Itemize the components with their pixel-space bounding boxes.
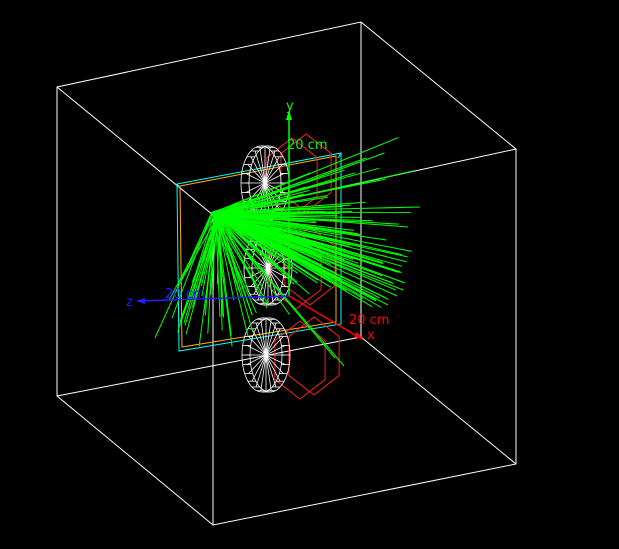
particle-track (201, 216, 218, 297)
wireframe-disk (241, 317, 291, 393)
particle-track (216, 217, 220, 285)
z-axis-line (137, 295, 290, 302)
particle-track (214, 172, 311, 213)
world-box-edge (56, 86, 214, 216)
particle-track (218, 215, 223, 331)
particle-tracks (154, 137, 421, 367)
hexagon-frame (274, 320, 326, 400)
wireframe-disks (240, 145, 293, 393)
particle-track (211, 213, 257, 314)
particle-track (214, 180, 338, 214)
detector-plane-edge (337, 152, 342, 159)
y-axis-scale-label: 20 cm (287, 138, 328, 153)
detector-plane-edge (176, 183, 181, 189)
particle-track (211, 211, 393, 284)
particle-track (212, 214, 315, 254)
particle-track (154, 211, 213, 339)
particle-track (211, 211, 345, 367)
particle-track (217, 212, 382, 308)
y-axis-arrow (286, 110, 292, 120)
z-axis-arrow (136, 298, 145, 304)
z-axis-name: z (126, 295, 133, 310)
y-axis-name: y (286, 99, 294, 114)
particle-track (216, 214, 346, 251)
particle-track (212, 180, 303, 215)
particle-track (181, 213, 221, 321)
axes-gizmo-icon: y 20 cm x 20 cm z 20 cm (126, 99, 390, 343)
particle-track (219, 216, 319, 281)
x-axis-arrow (354, 332, 364, 340)
x-axis-scale-label: 20 cm (349, 313, 390, 328)
hexagon-frame-back (288, 316, 340, 396)
particle-track (217, 212, 295, 285)
particle-track (211, 211, 398, 297)
particle-track (219, 215, 254, 333)
particle-track (184, 211, 219, 326)
particle-track (215, 214, 387, 241)
x-axis-line (288, 295, 363, 340)
particle-track (213, 212, 233, 347)
particle-track (215, 213, 351, 246)
particle-track (215, 213, 310, 274)
world-box-edge (56, 336, 362, 397)
particle-track (213, 212, 215, 290)
particle-track (211, 217, 219, 276)
z-axis-scale-label: 20 cm (165, 287, 206, 302)
world-box-edge (360, 336, 517, 465)
particle-track (211, 211, 409, 228)
particle-track (218, 213, 290, 315)
x-axis-name: x (367, 328, 375, 343)
particle-track (212, 213, 318, 284)
particle-track (217, 213, 355, 231)
particle-track (212, 212, 364, 299)
particle-track (211, 206, 421, 213)
